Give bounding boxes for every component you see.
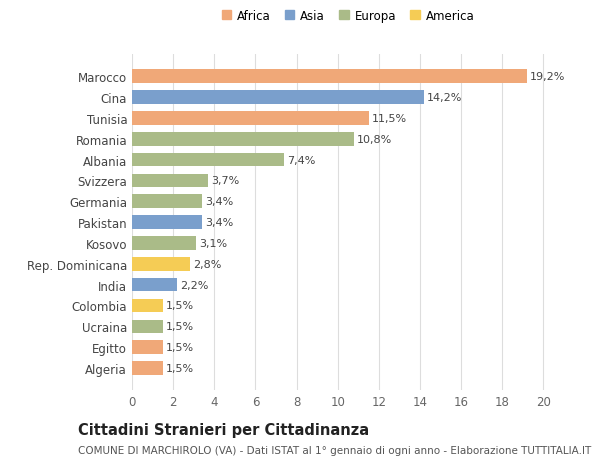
Bar: [132, 174, 208, 188]
Text: Cittadini Stranieri per Cittadinanza: Cittadini Stranieri per Cittadinanza: [78, 422, 369, 437]
Bar: [132, 257, 190, 271]
Bar: [132, 320, 163, 333]
Text: 3,4%: 3,4%: [205, 197, 233, 207]
Text: 1,5%: 1,5%: [166, 363, 194, 373]
Text: 1,5%: 1,5%: [166, 342, 194, 353]
Text: 11,5%: 11,5%: [371, 114, 407, 123]
Bar: [132, 278, 177, 292]
Text: 10,8%: 10,8%: [357, 134, 392, 145]
Legend: Africa, Asia, Europa, America: Africa, Asia, Europa, America: [220, 7, 476, 25]
Text: 1,5%: 1,5%: [166, 322, 194, 331]
Text: 1,5%: 1,5%: [166, 301, 194, 311]
Text: 3,4%: 3,4%: [205, 218, 233, 228]
Bar: [132, 70, 527, 84]
Bar: [132, 341, 163, 354]
Text: 3,7%: 3,7%: [211, 176, 239, 186]
Text: 2,2%: 2,2%: [181, 280, 209, 290]
Text: 19,2%: 19,2%: [530, 72, 565, 82]
Bar: [132, 195, 202, 208]
Bar: [132, 91, 424, 105]
Text: COMUNE DI MARCHIROLO (VA) - Dati ISTAT al 1° gennaio di ogni anno - Elaborazione: COMUNE DI MARCHIROLO (VA) - Dati ISTAT a…: [78, 446, 591, 455]
Text: 2,8%: 2,8%: [193, 259, 221, 269]
Bar: [132, 361, 163, 375]
Bar: [132, 299, 163, 313]
Bar: [132, 237, 196, 250]
Text: 7,4%: 7,4%: [287, 155, 316, 165]
Bar: [132, 112, 368, 125]
Bar: [132, 153, 284, 167]
Bar: [132, 133, 354, 146]
Text: 14,2%: 14,2%: [427, 93, 463, 103]
Text: 3,1%: 3,1%: [199, 238, 227, 248]
Bar: [132, 216, 202, 230]
